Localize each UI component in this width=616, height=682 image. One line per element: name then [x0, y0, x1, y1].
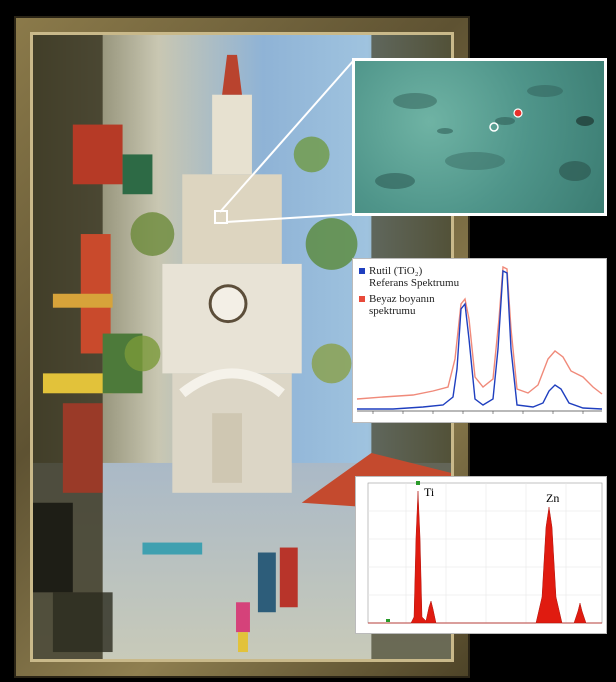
microscope-zoom-image	[352, 58, 607, 216]
legend-rutile-line1: Rutil (TiO₂)	[369, 265, 423, 277]
legend-item-white-paint: Beyaz boyanın spektrumu	[359, 293, 435, 317]
legend-swatch-blue	[359, 268, 365, 274]
peak-label-ti: Ti	[424, 485, 435, 499]
legend-paint-line1: Beyaz boyanın	[369, 293, 435, 305]
legend-swatch-red	[359, 296, 365, 302]
edx-plot	[367, 481, 603, 624]
raman-series-white-paint	[356, 265, 603, 400]
legend-paint-line2: spektrumu	[369, 305, 416, 317]
microscope-texture	[375, 85, 594, 189]
edx-marker-green	[416, 481, 420, 485]
raman-ticks	[372, 411, 584, 414]
sample-area-marker	[214, 210, 228, 224]
legend-rutile-line2: Referans Spektrumu	[369, 277, 460, 289]
measurement-spot-white	[489, 122, 499, 132]
raman-series-rutile	[357, 269, 603, 410]
edx-plot-area	[367, 482, 603, 624]
legend-item-rutile: Rutil (TiO₂) Referans Spektrumu	[359, 265, 459, 289]
peak-label-zn: Zn	[546, 491, 560, 505]
edx-spectrum-fill	[368, 490, 602, 624]
raman-spectrum-panel: Rutil (TiO₂) Referans Spektrumu Beyaz bo…	[352, 258, 607, 423]
raman-plot	[356, 265, 603, 414]
edx-marker-green-baseline	[386, 619, 390, 622]
edx-grid	[368, 483, 602, 623]
edx-spectrum-panel: Ti Zn	[355, 476, 607, 634]
measurement-spot-red	[513, 108, 523, 118]
